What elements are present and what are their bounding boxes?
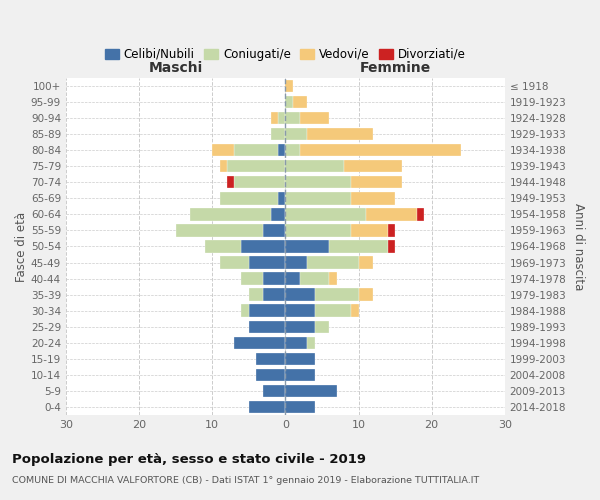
Bar xyxy=(286,208,366,220)
Bar xyxy=(359,256,373,269)
Bar xyxy=(227,176,234,188)
Bar xyxy=(314,288,359,301)
Bar xyxy=(249,304,286,317)
Bar xyxy=(286,368,314,381)
Bar xyxy=(314,304,351,317)
Bar xyxy=(300,112,329,124)
Bar xyxy=(351,192,395,204)
Bar xyxy=(249,320,286,333)
Bar xyxy=(263,272,286,285)
Bar xyxy=(351,224,388,236)
Bar xyxy=(286,320,314,333)
Bar xyxy=(190,208,271,220)
Bar xyxy=(286,112,300,124)
Bar xyxy=(366,208,417,220)
Bar xyxy=(300,144,461,156)
Bar xyxy=(249,401,286,413)
Bar xyxy=(278,144,286,156)
Y-axis label: Anni di nascita: Anni di nascita xyxy=(572,203,585,290)
Bar xyxy=(329,272,337,285)
Bar xyxy=(263,385,286,398)
Bar xyxy=(300,272,329,285)
Bar xyxy=(234,336,286,349)
Bar xyxy=(307,336,314,349)
Bar xyxy=(227,160,286,172)
Bar xyxy=(241,304,249,317)
Bar xyxy=(286,128,307,140)
Bar xyxy=(286,176,351,188)
Bar xyxy=(263,288,286,301)
Bar xyxy=(220,160,227,172)
Bar xyxy=(286,80,293,92)
Bar xyxy=(286,336,307,349)
Bar xyxy=(307,256,359,269)
Bar xyxy=(220,192,278,204)
Bar xyxy=(286,401,314,413)
Bar xyxy=(278,112,286,124)
Bar xyxy=(388,224,395,236)
Bar xyxy=(359,288,373,301)
Bar xyxy=(271,112,278,124)
Bar xyxy=(249,256,286,269)
Legend: Celibi/Nubili, Coniugati/e, Vedovi/e, Divorziati/e: Celibi/Nubili, Coniugati/e, Vedovi/e, Di… xyxy=(100,43,471,66)
Bar xyxy=(286,256,307,269)
Bar xyxy=(286,144,300,156)
Bar xyxy=(176,224,263,236)
Bar xyxy=(286,224,351,236)
Bar xyxy=(286,385,337,398)
Bar xyxy=(241,272,263,285)
Bar xyxy=(344,160,403,172)
Bar xyxy=(241,240,286,252)
Bar xyxy=(286,288,314,301)
Text: COMUNE DI MACCHIA VALFORTORE (CB) - Dati ISTAT 1° gennaio 2019 - Elaborazione TU: COMUNE DI MACCHIA VALFORTORE (CB) - Dati… xyxy=(12,476,479,485)
Text: Maschi: Maschi xyxy=(149,60,203,74)
Bar xyxy=(256,368,286,381)
Bar xyxy=(351,304,359,317)
Bar xyxy=(351,176,403,188)
Bar xyxy=(307,128,373,140)
Bar xyxy=(417,208,424,220)
Bar xyxy=(271,208,286,220)
Bar xyxy=(234,176,286,188)
Text: Femmine: Femmine xyxy=(359,60,431,74)
Bar xyxy=(286,352,314,365)
Bar xyxy=(314,320,329,333)
Bar xyxy=(286,96,293,108)
Text: Popolazione per età, sesso e stato civile - 2019: Popolazione per età, sesso e stato civil… xyxy=(12,452,366,466)
Bar xyxy=(286,304,314,317)
Bar xyxy=(278,192,286,204)
Bar xyxy=(271,128,286,140)
Bar xyxy=(256,352,286,365)
Bar xyxy=(286,192,351,204)
Bar xyxy=(293,96,307,108)
Bar xyxy=(286,160,344,172)
Bar xyxy=(249,288,263,301)
Bar xyxy=(263,224,286,236)
Y-axis label: Fasce di età: Fasce di età xyxy=(15,212,28,282)
Bar xyxy=(329,240,388,252)
Bar xyxy=(234,144,278,156)
Bar xyxy=(286,272,300,285)
Bar xyxy=(205,240,241,252)
Bar xyxy=(220,256,249,269)
Bar xyxy=(286,240,329,252)
Bar xyxy=(212,144,234,156)
Bar xyxy=(388,240,395,252)
